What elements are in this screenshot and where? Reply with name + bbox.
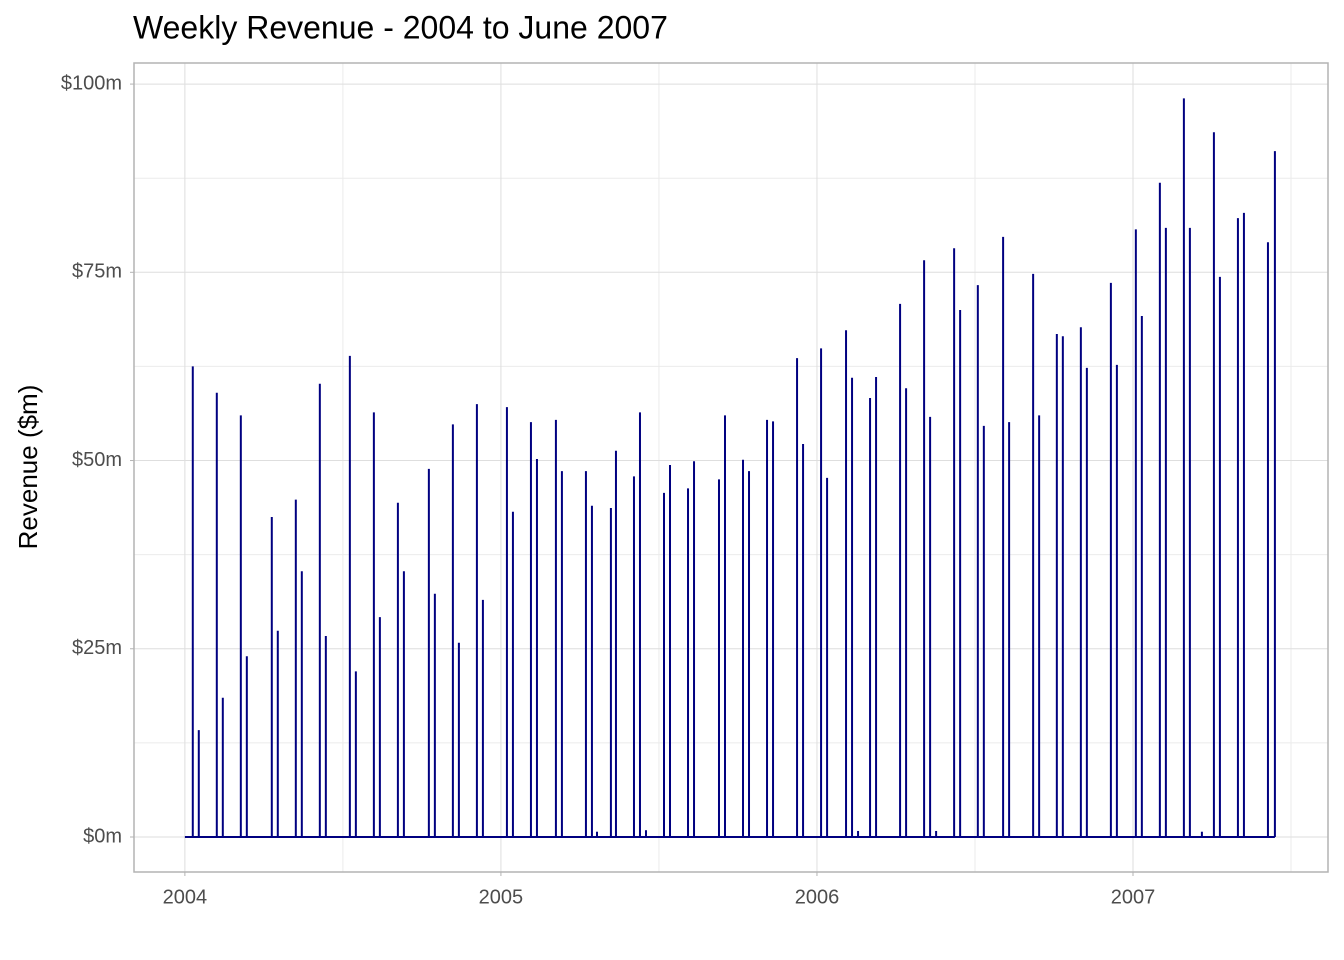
y-tick-label: $25m (72, 637, 122, 659)
y-tick-label: $50m (72, 449, 122, 471)
x-tick-label: 2005 (479, 886, 524, 908)
x-tick-label: 2004 (163, 886, 208, 908)
x-tick-label: 2007 (1111, 886, 1156, 908)
x-tick-label: 2006 (795, 886, 840, 908)
y-tick-label: $100m (61, 72, 122, 94)
y-tick-label: $75m (72, 261, 122, 283)
y-axis-label: Revenue ($m) (13, 385, 43, 550)
y-tick-label: $0m (83, 825, 122, 847)
chart-title: Weekly Revenue - 2004 to June 2007 (133, 9, 668, 45)
panel-border (133, 62, 1329, 873)
